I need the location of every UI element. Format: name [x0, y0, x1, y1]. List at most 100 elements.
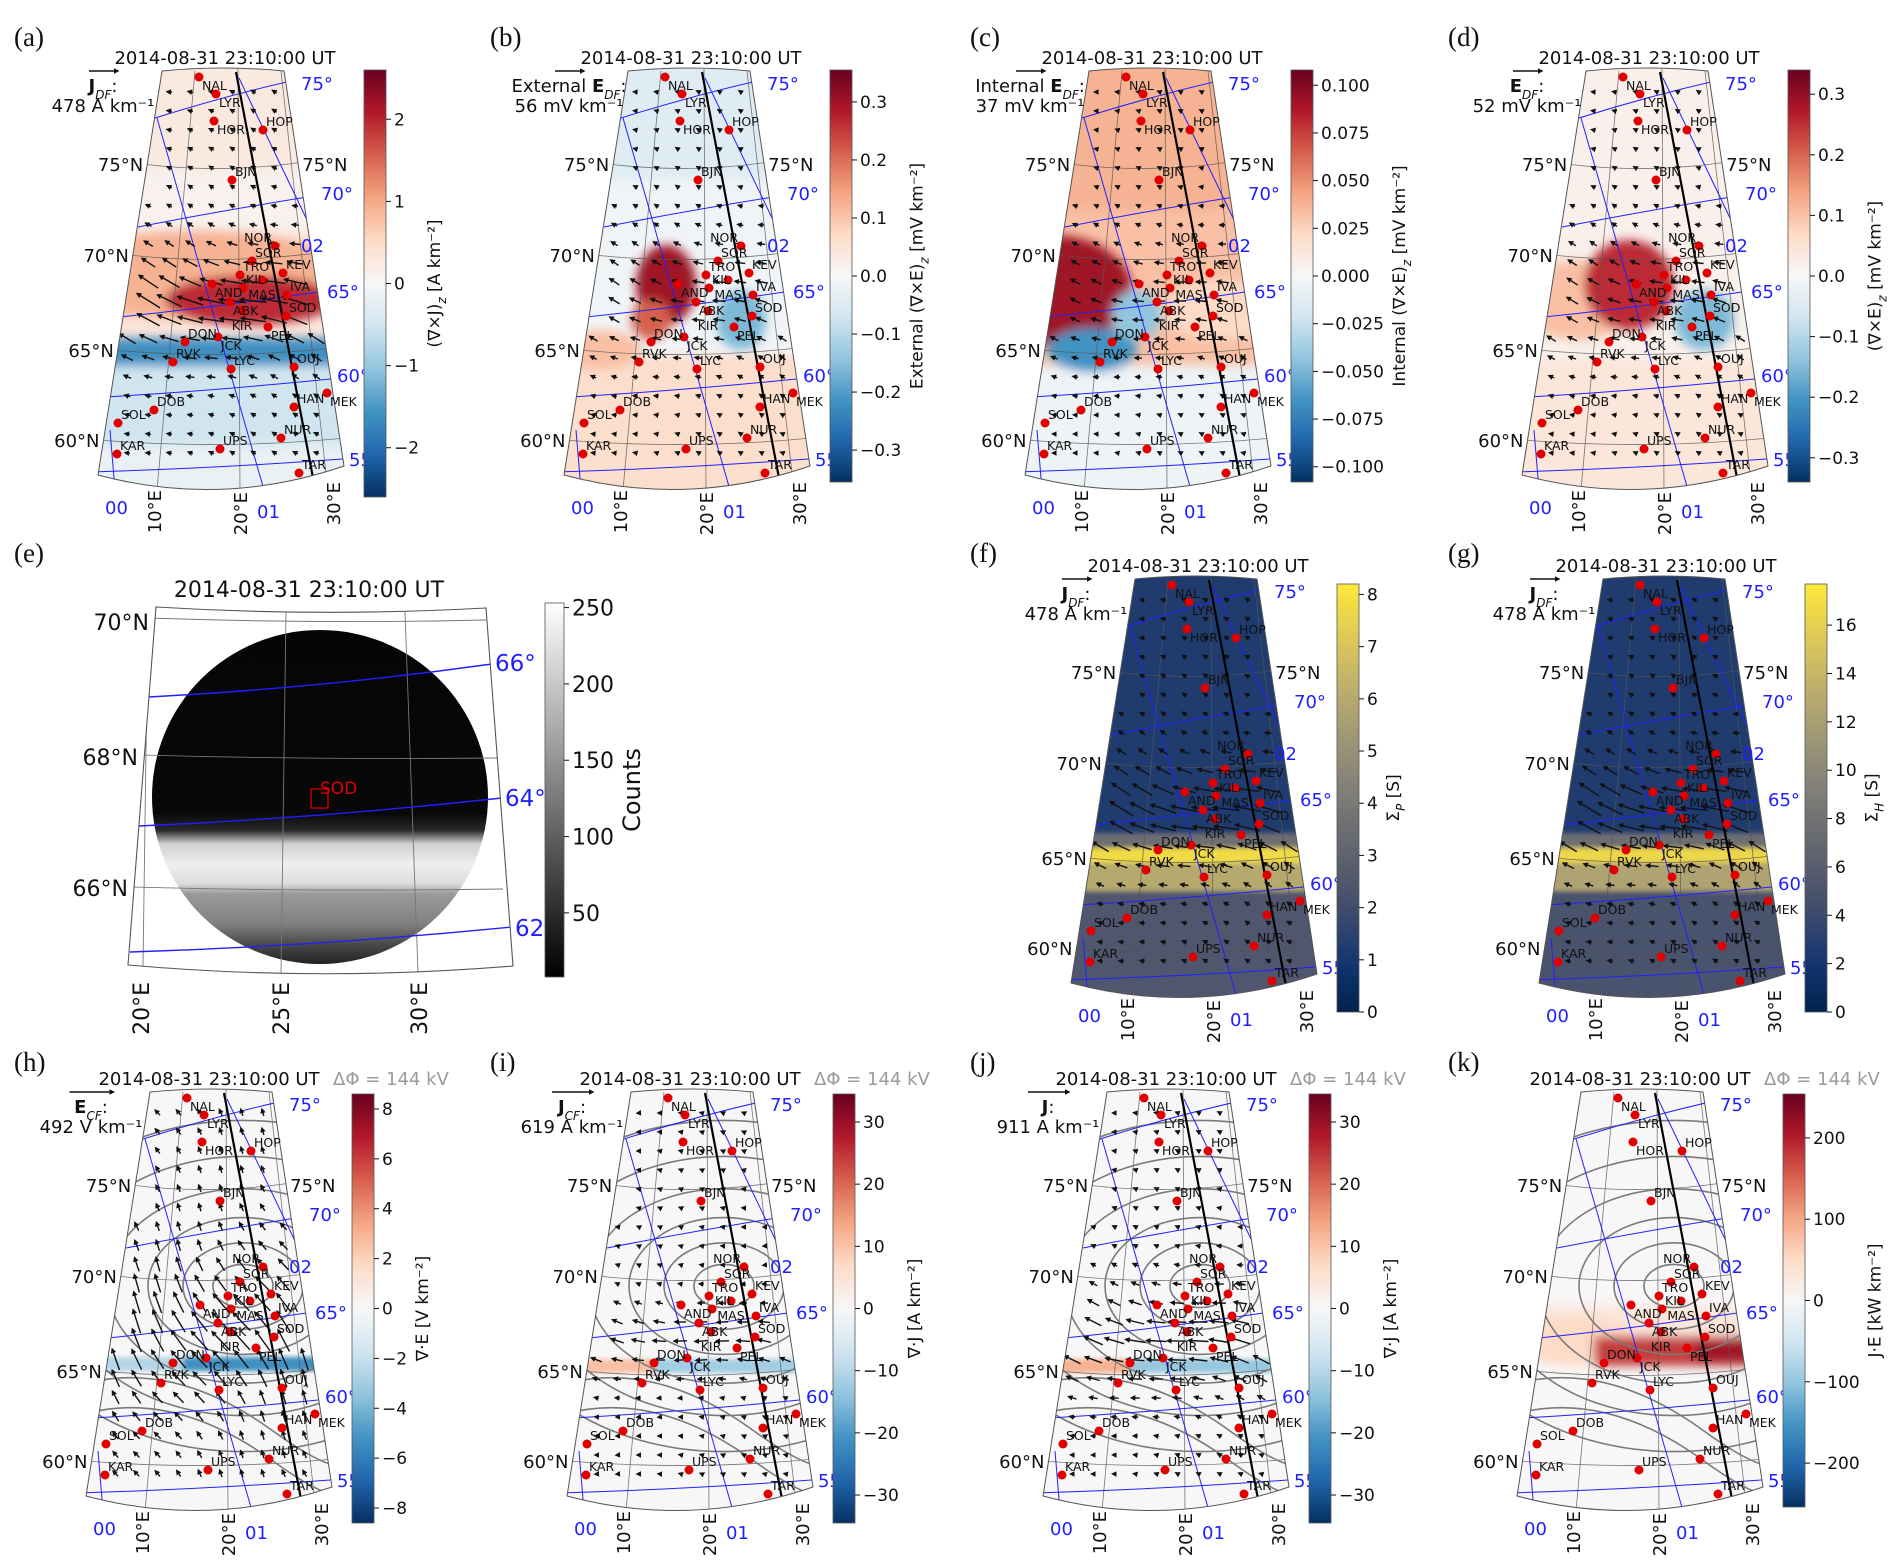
vector-arrow — [250, 127, 257, 133]
vector-arrow — [1132, 1129, 1139, 1136]
station-label: HAN — [763, 391, 790, 406]
longitude-label: 25°E — [270, 982, 295, 1035]
station-marker — [1249, 388, 1259, 398]
scale-arrow-value: 478 A km⁻¹ — [1025, 604, 1128, 625]
vector-arrow — [1177, 432, 1184, 438]
latitude-line — [98, 437, 344, 445]
colorbar-tick-label: 8 — [1835, 810, 1846, 830]
vector-arrow — [312, 393, 320, 399]
vector-arrow — [719, 1414, 726, 1421]
vector-arrow — [694, 222, 702, 228]
station-label: UPS — [692, 1454, 717, 1469]
station-label: SOR — [243, 1266, 270, 1281]
vector-arrow — [673, 222, 681, 228]
colorbar-scale — [1336, 583, 1360, 1013]
colorbar-label-main: J·E — [1866, 1336, 1886, 1358]
panel-j: 75°N70°N65°N60°N75°N10°E 20°E 30°E75°70°65… — [997, 1069, 1407, 1556]
magnetic-latitude-label: 75° — [1274, 582, 1306, 603]
vector-arrow — [698, 1472, 706, 1478]
station-marker — [615, 405, 625, 415]
longitude-label: 30°E — [1748, 482, 1769, 525]
station-marker — [1162, 270, 1172, 280]
station-label: SOD — [1262, 808, 1289, 823]
station-label: MEK — [1771, 902, 1799, 917]
station-label: NUR — [284, 422, 311, 437]
station-label: ABK — [233, 303, 259, 318]
vector-arrow — [1648, 316, 1663, 323]
vector-arrow — [740, 1130, 748, 1136]
vector-arrow — [1198, 147, 1205, 153]
vector-arrow — [737, 393, 744, 400]
vector-arrow — [1714, 241, 1724, 247]
station-marker — [281, 311, 291, 321]
vector-arrow — [1629, 259, 1641, 266]
longitude-label: 30°E — [790, 482, 811, 525]
vector-arrow — [122, 374, 132, 380]
longitude-label: 10°E — [145, 490, 166, 533]
vector-arrow — [1050, 393, 1057, 400]
panel-title: 2014-08-31 23:10:00 UT — [1555, 556, 1777, 577]
vector-arrow — [1263, 730, 1272, 736]
vector-arrow — [1585, 901, 1593, 907]
vector-arrow — [1158, 882, 1168, 888]
station-marker — [1136, 116, 1146, 126]
scale-vector-colon: : — [1552, 584, 1558, 605]
vector-arrow — [1674, 146, 1681, 153]
vector-arrow — [1175, 355, 1184, 361]
vector-arrow — [677, 1262, 684, 1269]
colorbar-label: ΣH [S] — [1863, 773, 1887, 822]
vector-arrow — [270, 165, 278, 171]
station-label: LYC — [1653, 1374, 1674, 1389]
vector-arrow — [1589, 374, 1597, 380]
vector-arrow — [1607, 278, 1621, 285]
colorbar-scale — [832, 1093, 856, 1524]
vector-arrow — [219, 277, 244, 285]
station-label: AND — [684, 1306, 712, 1321]
station-label: HOR — [686, 1143, 714, 1158]
magnetic-latitude-label: 70° — [1740, 1205, 1772, 1226]
station-label: SOR — [724, 1266, 751, 1281]
station-marker — [1121, 72, 1131, 82]
station-label: KIL — [246, 272, 265, 287]
vector-arrow — [1695, 393, 1702, 400]
vector-arrow — [202, 258, 220, 267]
vector-arrow — [719, 1453, 727, 1459]
vector-arrow — [631, 240, 639, 247]
colorbar-tick-label: 5 — [1367, 742, 1378, 762]
station-marker — [1197, 241, 1207, 251]
vector-arrow — [1070, 259, 1080, 266]
vector-arrow — [1113, 222, 1121, 228]
magnetic-local-time-label: 02 — [1228, 236, 1251, 257]
scale-arrow-label: Internal EDF: — [975, 76, 1085, 102]
vector-arrow — [207, 393, 215, 399]
vector-arrow — [716, 89, 723, 96]
station-label: SOL — [1540, 1428, 1565, 1443]
colorbar-tick-label: 6 — [1367, 690, 1378, 710]
magnetic-latitude-label: 65° — [1254, 282, 1286, 303]
vector-arrow — [1694, 203, 1701, 210]
vector-arrow — [249, 393, 257, 399]
vector-arrow — [1177, 451, 1184, 457]
station-label: LYR — [685, 95, 707, 110]
vector-arrow — [1674, 108, 1681, 115]
station-label: NOR — [244, 230, 272, 245]
panel-g: 75°N70°N65°N60°N75°N10°E 20°E 30°E75°70°65… — [1493, 556, 1887, 1043]
station-label: DOB — [1576, 1415, 1604, 1430]
station-marker — [634, 357, 644, 367]
vector-arrow — [228, 431, 236, 437]
station-marker — [1209, 290, 1219, 300]
station-marker — [1718, 468, 1728, 478]
vector-arrow — [1606, 939, 1614, 945]
colorbar-tick-label: −2 — [382, 1349, 407, 1369]
vector-arrow — [290, 222, 299, 228]
colorbar-label-unit: [mV km⁻²] — [1865, 201, 1885, 295]
vector-arrow — [1093, 204, 1100, 210]
longitude-label: 30°E — [1765, 990, 1786, 1033]
vector-arrow — [695, 450, 702, 457]
vector-arrow — [1159, 597, 1167, 603]
vector-arrow — [269, 374, 279, 380]
station-label: KIR — [1651, 1339, 1672, 1354]
vector-arrow — [1197, 184, 1204, 191]
station-marker — [1706, 290, 1716, 300]
station-marker — [1216, 402, 1226, 412]
